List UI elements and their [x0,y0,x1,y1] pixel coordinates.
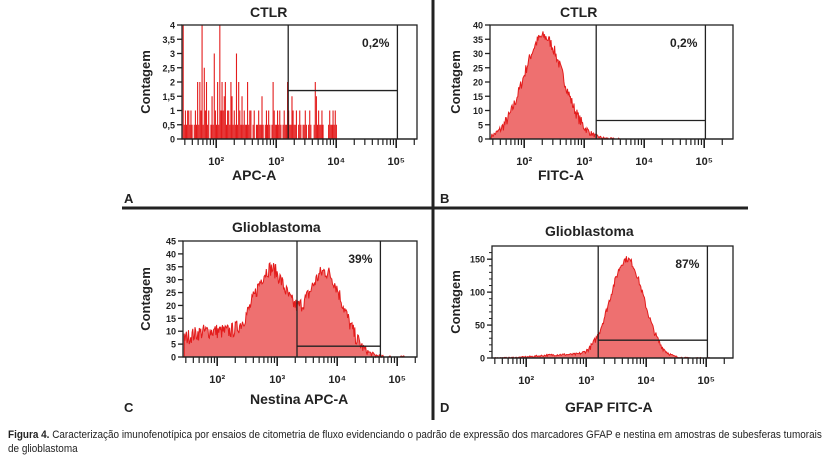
panel-c: 39% 0 5 10 15 20 25 30 35 40 45 10² 10³ 10⁴ 10⁵ Gliobla… [124,219,418,415]
y-tick-label: 3 [170,49,175,59]
y-tick-label: 1,5 [162,92,175,102]
panel-letter: C [124,400,134,415]
panel-title: Glioblastoma [545,223,634,239]
caption-text: Caracterização imunofenotípica por ensai… [8,429,822,455]
y-tick-label: 0,5 [162,120,175,130]
panel-title: CTLR [560,4,597,20]
y-tick-label: 40 [166,249,176,259]
y-axis-label: Contagem [448,50,463,114]
y-tick-label: 0 [480,354,485,364]
y-tick-label: 0 [170,135,175,145]
y-tick-label: 0 [171,353,176,363]
y-tick-label: 15 [473,92,483,102]
x-axis-label: GFAP FITC-A [565,399,653,415]
x-axis-label: Nestina APC-A [250,391,348,407]
panel-letter: D [440,400,449,415]
x-tick-label: 10⁴ [327,156,345,168]
y-tick-label: 30 [166,275,176,285]
x-tick-label: 10⁵ [695,156,712,168]
y-tick-label: 0 [478,135,483,145]
panel-letter: A [124,191,134,206]
y-tick-label: 20 [473,78,483,88]
x-tick-label: 10⁵ [387,156,404,168]
gate-percentage: 0,2% [362,36,390,50]
panel-d: 87% 0 50 100 150 10² 10³ 10⁴ 10⁵ Glioblastoma GFAP… [440,223,734,415]
panel-title: CTLR [250,4,287,20]
y-tick-label: 5 [478,120,483,130]
figure: 0,2% 0 0,5 1 1,5 2 2,5 3 3,5 4 10² 10³ 10⁴ 10⁵ CTLR APC… [122,0,748,420]
x-tick-label: 10³ [576,156,592,168]
y-tick-label: 2,5 [162,63,175,73]
y-axis-label: Contagem [138,50,153,114]
y-tick-label: 40 [473,21,483,31]
x-tick-label: 10⁵ [697,375,714,387]
x-tick-label: 10² [518,375,534,387]
y-tick-label: 4 [170,21,175,31]
x-tick-label: 10³ [269,374,285,386]
y-tick-label: 10 [166,327,176,337]
x-tick-label: 10⁴ [328,374,346,386]
x-tick-label: 10² [516,156,532,168]
y-tick-label: 50 [475,321,485,331]
x-tick-label: 10² [208,156,224,168]
y-tick-label: 3,5 [162,35,175,45]
x-tick-label: 10⁴ [635,156,653,168]
y-tick-label: 100 [470,288,485,298]
panel-title: Glioblastoma [232,219,321,235]
figure-caption: Figura 4. Caracterização imunofenotípica… [8,428,826,456]
x-axis-label: FITC-A [538,167,584,183]
y-tick-label: 5 [171,340,176,350]
panel-a: 0,2% 0 0,5 1 1,5 2 2,5 3 3,5 4 10² 10³ 10⁴ 10⁵ CTLR APC… [124,4,418,206]
x-tick-label: 10⁵ [388,374,405,386]
x-tick-label: 10² [209,374,225,386]
y-tick-label: 45 [166,237,176,247]
histogram-area [183,261,406,359]
y-tick-label: 20 [166,301,176,311]
y-tick-label: 35 [166,262,176,272]
gate-percentage: 0,2% [670,36,698,50]
x-tick-label: 10³ [268,156,284,168]
y-tick-label: 1 [170,106,175,116]
x-tick-label: 10³ [578,375,594,387]
y-tick-label: 2 [170,78,175,88]
y-axis-label: Contagem [448,270,463,334]
y-tick-label: 30 [473,49,483,59]
gate-percentage: 87% [675,257,699,271]
flow-cytometry-figure: 0,2% 0 0,5 1 1,5 2 2,5 3 3,5 4 10² 10³ 10⁴ 10⁵ CTLR APC… [122,0,748,420]
x-axis-label: APC-A [232,167,276,183]
caption-label: Figura 4. [8,429,50,441]
y-tick-label: 25 [166,288,176,298]
y-tick-label: 15 [166,314,176,324]
x-tick-label: 10⁴ [637,375,655,387]
y-axis-label: Contagem [138,267,153,331]
y-tick-label: 150 [470,255,485,265]
y-tick-label: 25 [473,63,483,73]
gate-percentage: 39% [348,252,372,266]
y-tick-label: 10 [473,106,483,116]
panel-letter: B [440,191,449,206]
histogram-area [493,256,715,359]
y-tick-label: 35 [473,35,483,45]
panel-b: 0,2% 0 5 10 15 20 25 30 35 40 10² 10³ 10⁴ 10⁵ CTLR FITC… [440,4,734,206]
